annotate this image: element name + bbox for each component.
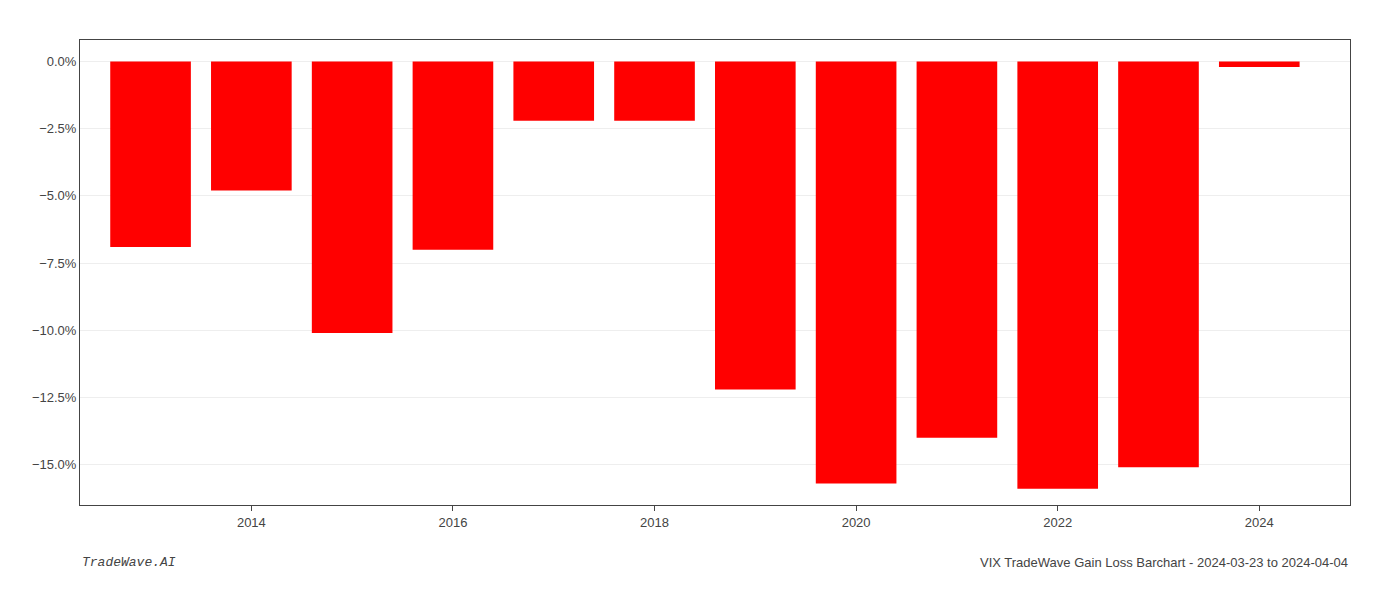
svg-text:−10.0%: −10.0% bbox=[32, 323, 77, 338]
svg-text:2020: 2020 bbox=[842, 515, 871, 530]
svg-text:2018: 2018 bbox=[640, 515, 669, 530]
svg-text:−15.0%: −15.0% bbox=[32, 457, 77, 472]
svg-text:2016: 2016 bbox=[438, 515, 467, 530]
svg-text:−7.5%: −7.5% bbox=[39, 256, 77, 271]
svg-text:−2.5%: −2.5% bbox=[39, 121, 77, 136]
svg-text:TradeWave.AI: TradeWave.AI bbox=[82, 555, 176, 570]
svg-text:0.0%: 0.0% bbox=[47, 54, 77, 69]
svg-text:2022: 2022 bbox=[1043, 515, 1072, 530]
svg-text:−5.0%: −5.0% bbox=[39, 188, 77, 203]
svg-text:−12.5%: −12.5% bbox=[32, 390, 77, 405]
svg-text:VIX TradeWave Gain Loss Barcha: VIX TradeWave Gain Loss Barchart - 2024-… bbox=[980, 555, 1348, 570]
svg-text:2014: 2014 bbox=[237, 515, 266, 530]
svg-text:2024: 2024 bbox=[1245, 515, 1274, 530]
